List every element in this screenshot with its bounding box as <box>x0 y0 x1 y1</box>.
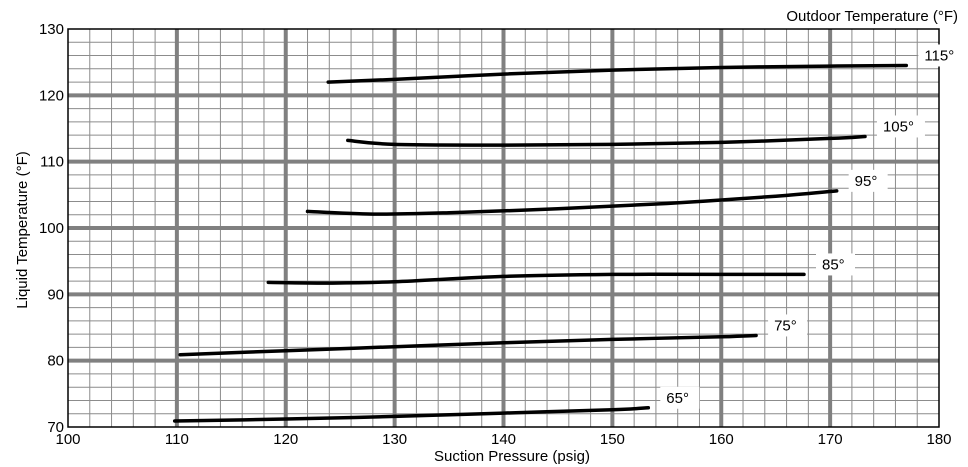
series-label-background <box>768 314 808 337</box>
series-end-label: 85° <box>822 256 845 273</box>
legend-title: Outdoor Temperature (°F) <box>786 8 958 25</box>
x-tick-label: 100 <box>55 431 80 448</box>
series-line <box>346 134 867 147</box>
x-tick-label: 160 <box>709 431 734 448</box>
series-line <box>266 272 806 285</box>
y-tick-label: 100 <box>39 220 64 237</box>
x-tick-label: 180 <box>926 431 951 448</box>
series-end-label: 115° <box>924 47 954 64</box>
series-end-label: 75° <box>774 317 797 334</box>
y-tick-label: 130 <box>39 21 64 38</box>
plot-frame <box>67 28 940 428</box>
series-line <box>326 63 909 84</box>
y-tick-label: 110 <box>40 154 64 171</box>
series-end-label: 65° <box>666 390 689 407</box>
y-tick-label: 120 <box>39 87 64 104</box>
x-tick-label: 150 <box>600 431 625 448</box>
series-label-background <box>918 44 967 67</box>
series-line <box>305 189 839 216</box>
x-axis-label: Suction Pressure (psig) <box>434 448 590 465</box>
x-tick-label: 120 <box>273 431 298 448</box>
x-tick-label: 130 <box>382 431 407 448</box>
series-label-background <box>660 386 700 409</box>
series-label-background <box>848 169 888 192</box>
series-end-label: 95° <box>855 173 878 190</box>
major-grid <box>68 29 939 427</box>
series-end-label: 105° <box>883 118 914 135</box>
series-label-background <box>876 115 925 138</box>
y-tick-label: 70 <box>47 419 64 436</box>
x-tick-label: 140 <box>491 431 516 448</box>
series-line <box>178 333 758 357</box>
series-label-background <box>815 253 855 276</box>
y-axis-label: Liquid Temperature (°F) <box>14 151 31 308</box>
y-axis-ticks: 70 80 90 100 110 120 130 <box>39 21 64 436</box>
series-layer: 115° 105° 95° 85° 75° 65° <box>172 44 967 423</box>
x-tick-label: 170 <box>818 431 843 448</box>
x-tick-label: 110 <box>165 431 189 448</box>
series-line <box>172 406 651 423</box>
y-tick-label: 90 <box>47 286 64 303</box>
x-axis-ticks: 100 110 120 130 140 150 160 170 180 <box>55 431 951 448</box>
y-tick-label: 80 <box>47 353 64 370</box>
